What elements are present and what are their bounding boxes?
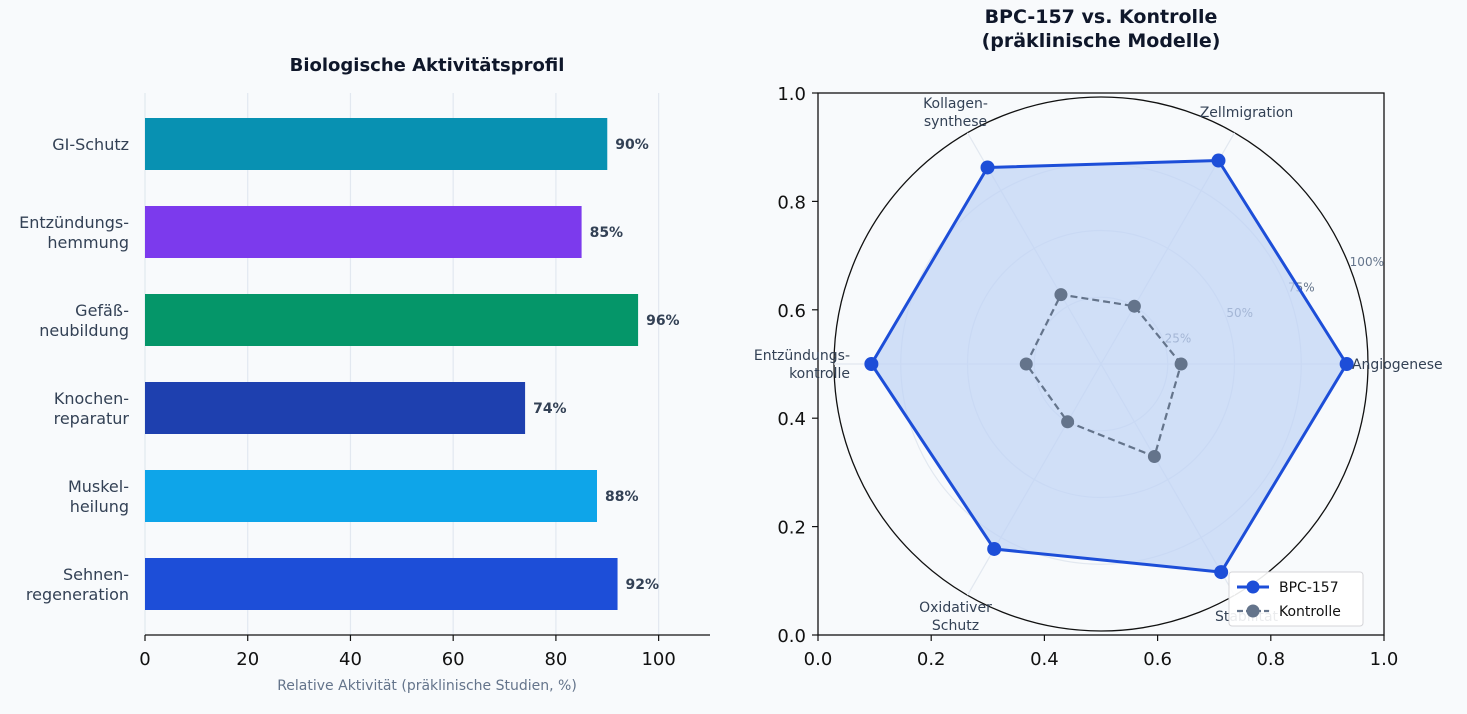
radar-axis-label: Kollagen-synthese (923, 96, 988, 130)
bar (145, 382, 526, 434)
bar-x-tick-label: 20 (236, 649, 259, 670)
radar-title-text: BPC-157 vs. Kontrolle (präklinische Model… (982, 6, 1221, 52)
radar-chart-title: BPC-157 vs. Kontrolle (präklinische Model… (982, 6, 1221, 52)
radar-point (1147, 449, 1161, 463)
radar-frame-y-tick-label: 1.0 (777, 84, 806, 105)
bar-x-tick-label: 60 (442, 649, 465, 670)
bar-x-tick-label: 40 (339, 649, 362, 670)
radar-point (987, 541, 1002, 556)
radar-axis-label: Oxidativer Schutz (919, 600, 992, 634)
radar-frame-y-tick-label: 0.4 (777, 409, 806, 430)
bar (145, 206, 582, 258)
bar-category-label: Knochen-reparatur (54, 389, 130, 428)
radar-frame-x-tick-label: 0.2 (917, 649, 946, 670)
radar-legend: BPC-157 Kontrolle (1228, 571, 1364, 627)
bar-gridlines (144, 93, 660, 635)
radar-frame-x-tick-label: 0.0 (804, 649, 833, 670)
radar-axis-label: Zellmigration (1200, 105, 1294, 121)
bar-x-tick-label: 100 (641, 649, 675, 670)
bar-x-axis-label: Relative Aktivität (präklinische Studien… (277, 678, 577, 694)
radar-chart: BPC-157 vs. Kontrolle (präklinische Model… (754, 6, 1443, 670)
bar-category-label: Sehnen-regeneration (26, 565, 129, 604)
radar-point (1127, 299, 1141, 313)
radar-frame-y-tick-label: 0.8 (777, 192, 806, 213)
bar-x-tick-label: 80 (544, 649, 567, 670)
radar-axis-label: Angiogenese (1352, 357, 1443, 373)
radar-frame-x-tick-label: 0.4 (1030, 649, 1059, 670)
radar-legend-marker (1246, 580, 1260, 594)
radar-axis-label: Entzündungs-kontrolle (754, 348, 850, 382)
radar-radial-tick-label: 100% (1350, 255, 1384, 269)
radar-point (1214, 565, 1229, 580)
bar-value-label: 90% (615, 137, 649, 153)
radar-point (1339, 357, 1354, 371)
bar (145, 558, 618, 610)
radar-legend-marker (1246, 604, 1260, 618)
radar-point (1061, 415, 1075, 429)
radar-series (864, 153, 1354, 580)
bar-series: 90% 85% 96% 74% 88% 92% (145, 118, 680, 610)
bar-chart-title: Biologische Aktivitätsprofil (290, 55, 565, 76)
bar-chart: Biologische Aktivitätsprofil 90% 85% 96% 74… (19, 55, 710, 694)
bar (145, 118, 608, 170)
radar-frame-x-tick-label: 0.6 (1143, 649, 1172, 670)
radar-frame-y-tick-label: 0.6 (777, 301, 806, 322)
radar-point (1019, 357, 1033, 371)
radar-frame-x-tick-label: 1.0 (1370, 649, 1399, 670)
radar-legend-label: Kontrolle (1279, 604, 1341, 620)
bar (145, 294, 639, 346)
radar-legend-label: BPC-157 (1279, 580, 1339, 596)
bar-category-label: Gefäß-neubildung (39, 301, 129, 340)
bar-value-label: 96% (646, 313, 680, 329)
radar-point (1054, 288, 1068, 302)
radar-point (1211, 153, 1226, 168)
bar-value-label: 85% (590, 225, 624, 241)
radar-frame-x-tick-label: 0.8 (1256, 649, 1285, 670)
radar-point (980, 160, 995, 175)
bar-x-axis: 0 20 40 60 80 100 (139, 634, 710, 670)
radar-point (1174, 357, 1188, 371)
bar-x-tick-label: 0 (139, 649, 150, 670)
bar-category-label: GI-Schutz (52, 135, 129, 154)
radar-frame-y-tick-label: 0.2 (777, 518, 806, 539)
bar-category-label: Muskel-heilung (68, 477, 129, 516)
bar-value-label: 74% (533, 401, 567, 417)
bar-value-label: 92% (626, 577, 660, 593)
bar-value-label: 88% (605, 489, 639, 505)
bar-category-labels: GI-Schutz Entzündungs-hemmung Gefäß-neubil… (19, 135, 129, 604)
radar-frame-y-tick-label: 0.0 (777, 626, 806, 647)
radar-area (871, 160, 1347, 573)
bar (145, 470, 597, 522)
bar-category-label: Entzündungs-hemmung (19, 213, 129, 252)
radar-point (864, 357, 879, 371)
